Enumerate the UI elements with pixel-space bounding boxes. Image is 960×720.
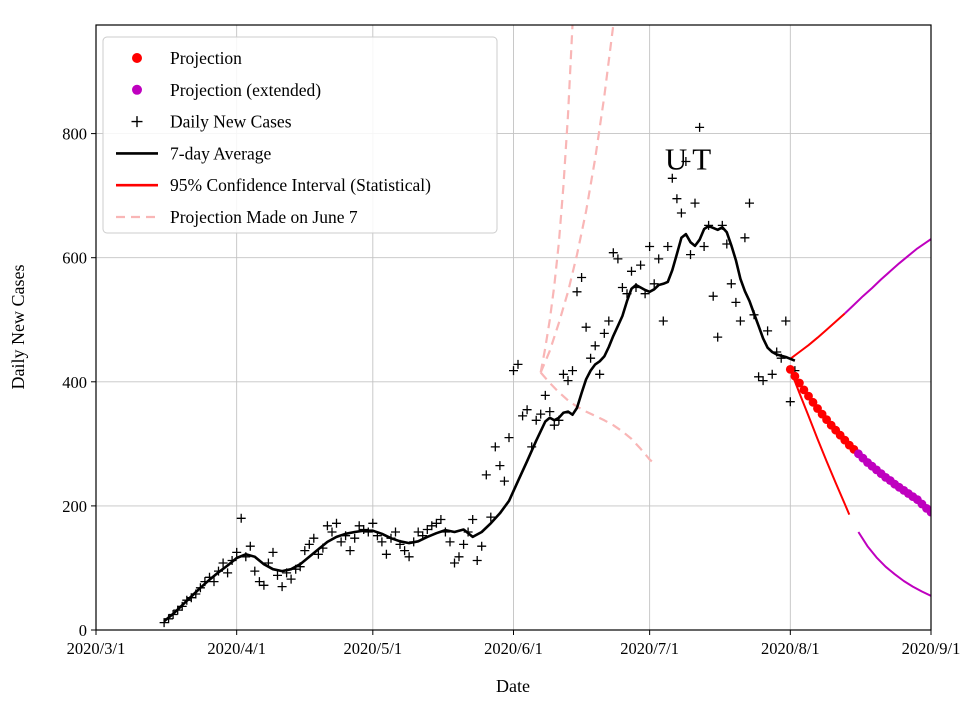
projection-dots (790, 371, 800, 381)
ci-upper-extended (844, 238, 931, 315)
data-series (159, 25, 931, 628)
legend-marker-plus (131, 116, 143, 128)
projection-dots (799, 385, 809, 395)
x-axis-label: Date (496, 676, 530, 696)
y-tick-label: 600 (62, 249, 87, 268)
ci-lower (789, 369, 851, 515)
state-annotation: UT (665, 141, 716, 176)
projection-dots (808, 397, 818, 407)
legend-label: Projection (extended) (170, 80, 321, 100)
ci-upper (789, 312, 846, 360)
x-tick-label: 2020/9/1 (902, 639, 960, 658)
projection-extended-dots (926, 507, 931, 517)
june7-upper (539, 25, 574, 373)
y-tick-label: 0 (79, 621, 87, 640)
june7-center (539, 25, 615, 373)
x-tick-label: 2020/3/1 (67, 639, 126, 658)
x-tick-label: 2020/5/1 (343, 639, 402, 658)
legend-label: 7-day Average (170, 143, 271, 163)
june7-lower (539, 371, 655, 465)
legend-label: Daily New Cases (170, 112, 292, 132)
y-tick-label: 800 (62, 125, 87, 144)
y-tick-label: 400 (62, 373, 87, 392)
legend-marker-dot (132, 84, 142, 95)
legend-label: Projection (170, 48, 242, 68)
axes: 2020/3/1 2020/4/1 2020/5/1 2020/6/1 2020/7/1… (62, 24, 960, 658)
legend-marker-dot (132, 53, 142, 63)
projection-dots (785, 365, 795, 374)
x-tick-label: 2020/8/1 (761, 639, 820, 658)
y-axis-label: Daily New Cases (8, 265, 28, 390)
legend-label: Projection Made on June 7 (170, 207, 358, 227)
legend-box (102, 36, 498, 234)
x-tick-label: 2020/4/1 (207, 639, 266, 658)
x-tick-label: 2020/7/1 (620, 639, 679, 658)
projection-dots (795, 378, 804, 388)
ci-lower-extended (857, 531, 931, 597)
seven-day-average (163, 224, 796, 623)
x-tick-label: 2020/6/1 (484, 639, 543, 658)
y-tick-label: 200 (62, 497, 87, 516)
legend: Projection Projection (extended) Daily New… (102, 36, 498, 234)
projection-dots (804, 391, 813, 401)
legend-label: 95% Confidence Interval (Statistical) (170, 175, 431, 195)
